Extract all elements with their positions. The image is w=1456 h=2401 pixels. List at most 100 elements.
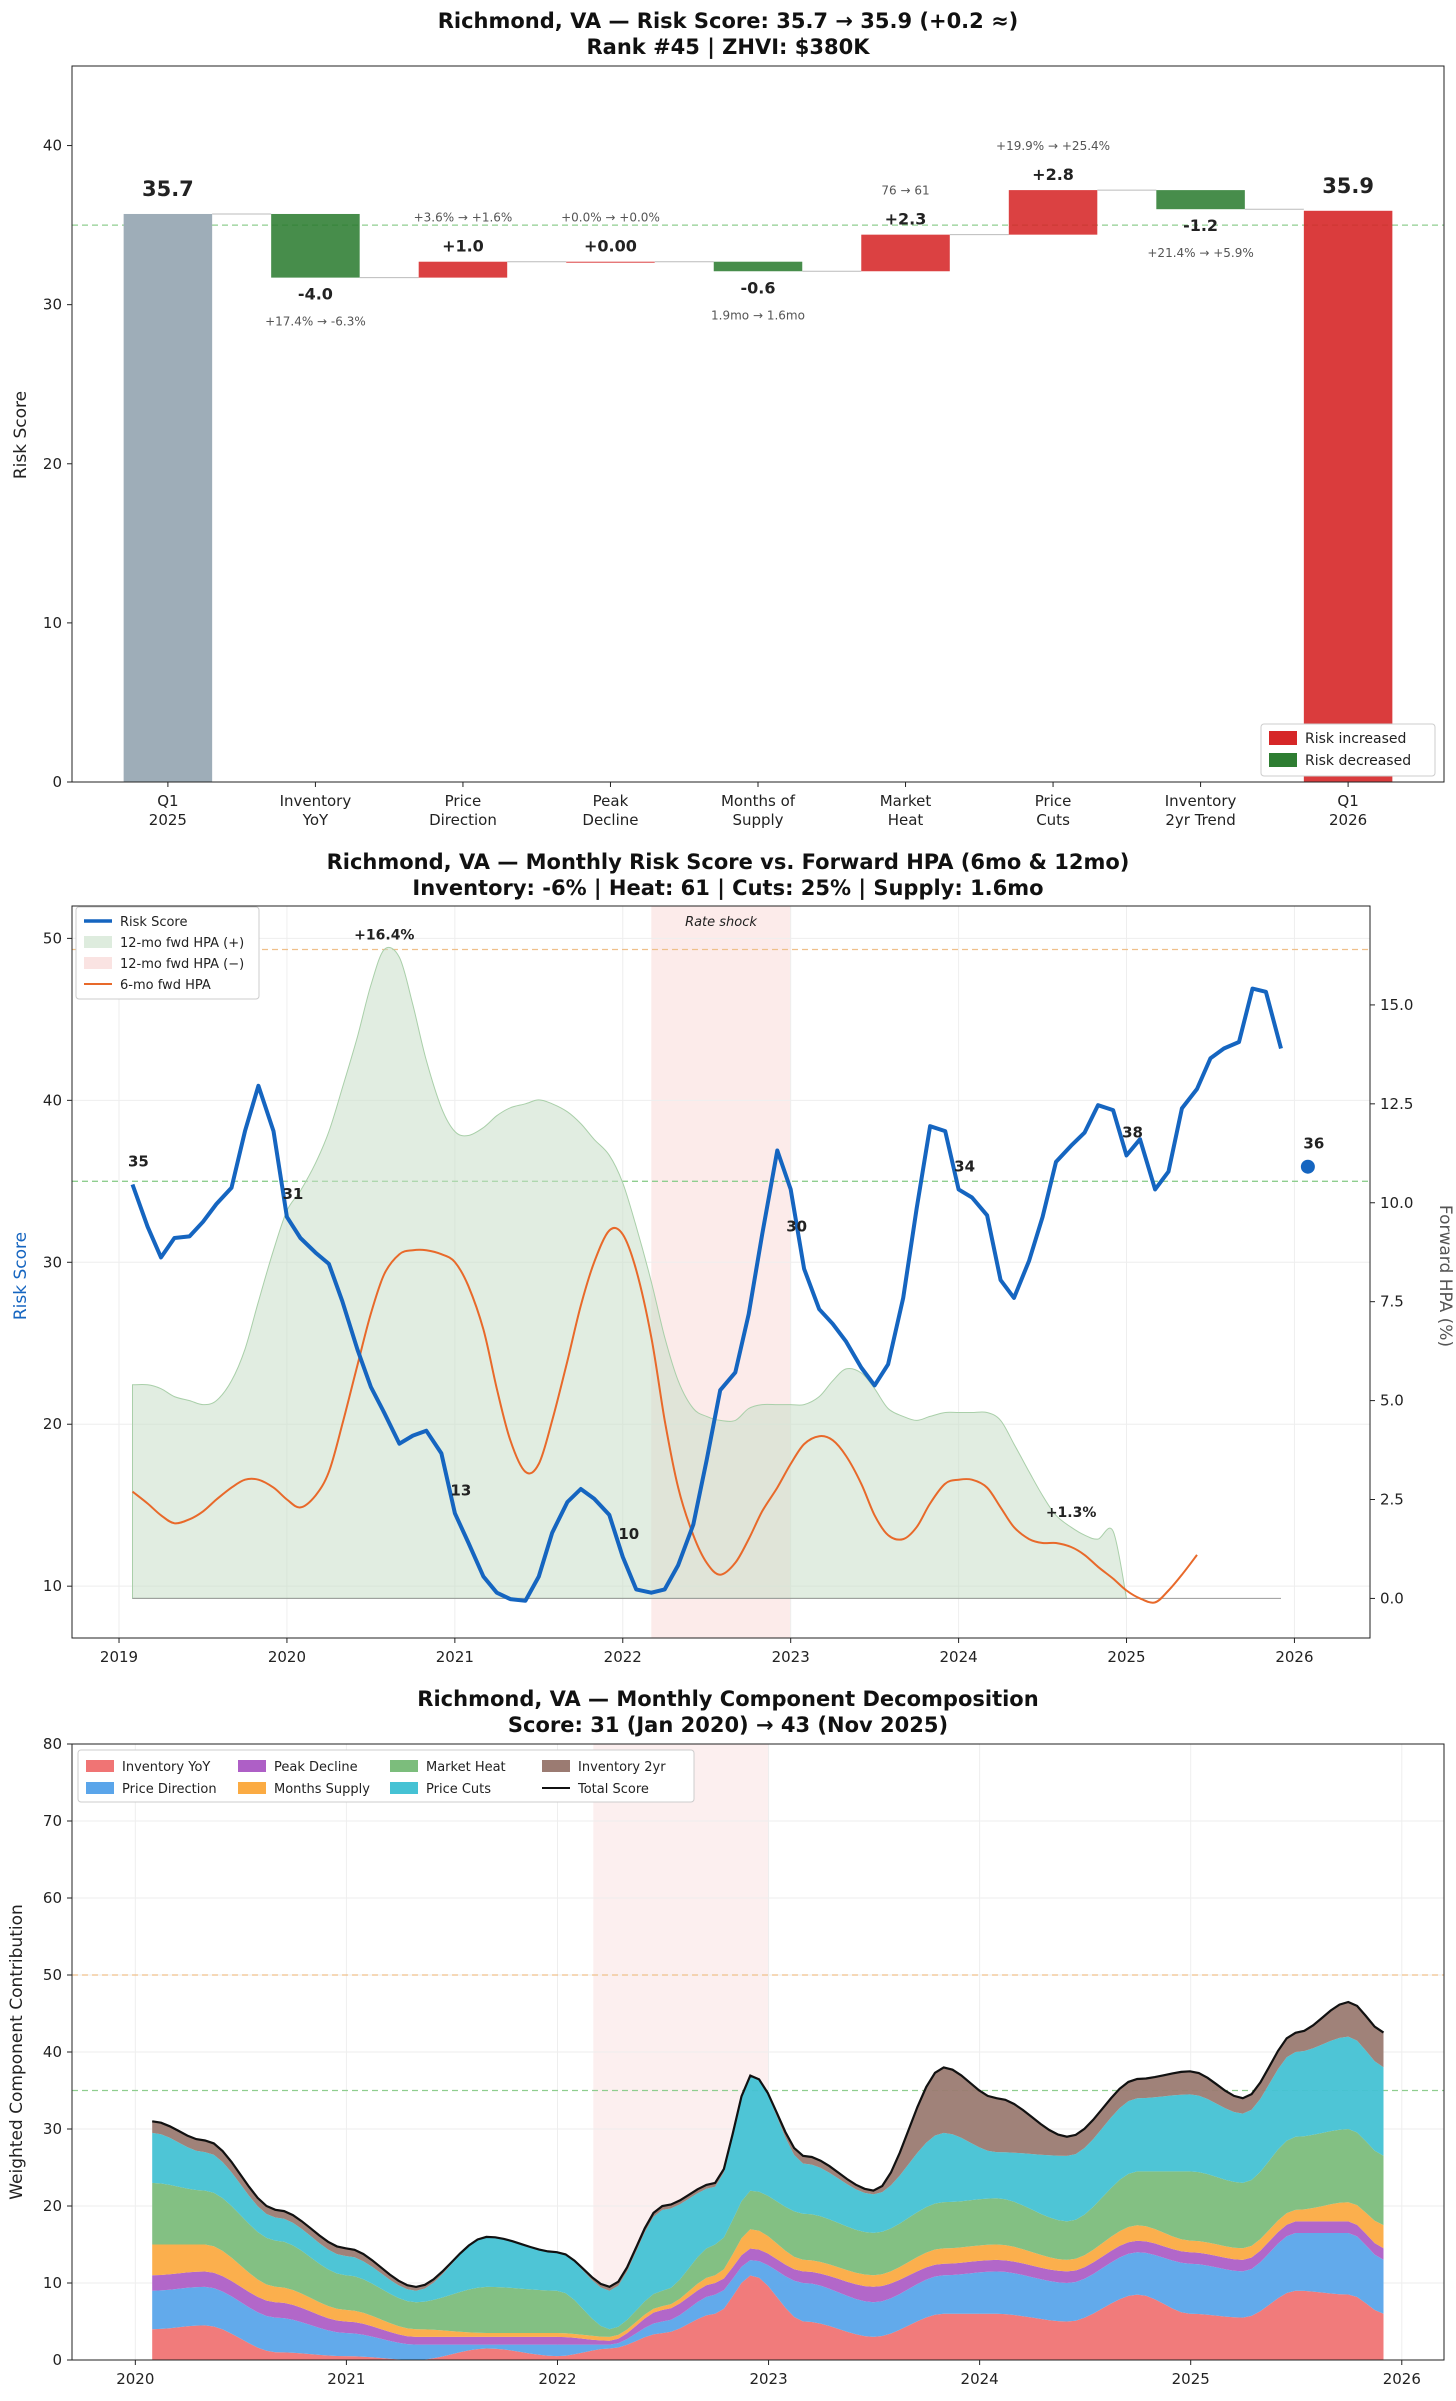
y-tick-label-right: 10.0 [1380,1194,1413,1212]
decomposition-areas [152,2002,1384,2360]
step-bar [418,261,508,278]
area-market-heat [152,2129,1384,2337]
component-decomposition-chart: Richmond, VA — Monthly Component Decompo… [7,1687,1445,2388]
y-tick-label-right: 5.0 [1380,1392,1404,1410]
waterfall-chart: Richmond, VA — Risk Score: 35.7 → 35.9 (… [11,9,1445,829]
x-tick-label: 2025 [1172,2370,1210,2388]
step-note-label: 76 → 61 [881,184,929,198]
step-bar [566,261,655,263]
decomposition-legend: Inventory YoY Price Direction Peak Decline… [77,1749,695,1803]
legend-label-hpa12-pos: 12-mo fwd HPA (+) [120,936,244,951]
risk-value-label: 30 [786,1217,807,1235]
step-note-label: +0.0% → +0.0% [561,211,660,225]
start-bar [123,213,213,782]
decomposition-total-line [152,2000,1385,2289]
legend-swatch [238,1760,266,1772]
risk-hpa-legend-frame [75,906,260,1000]
x-tick-label: 2022 [538,2370,576,2388]
hpa12-positive-area [132,947,1128,1599]
step-value-label: +1.0 [442,237,484,256]
rate-shock-label: Rate shock [685,915,757,930]
hpa12-area [132,947,1282,1599]
step-bar [1008,190,1098,235]
risk-vs-hpa-chart: Richmond, VA — Monthly Risk Score vs. Fo… [11,850,1455,1666]
hpa-value-label: +1.3% [1046,1505,1097,1521]
risk-score-path [130,986,1283,1603]
step-note-label: 1.9mo → 1.6mo [711,308,805,322]
legend-label-hpa12-neg: 12-mo fwd HPA (−) [120,957,244,972]
legend-swatch [238,1782,266,1794]
x-tick-label: 2023 [772,1648,810,1666]
x-tick-label: Peak [593,792,629,810]
plot-frame [71,65,1445,783]
current-risk-point [1300,1159,1315,1174]
legend-label-risk: Risk Score [120,915,188,930]
hpa-value-label: +16.4% [354,928,414,944]
step-value-label: -4.0 [298,285,333,304]
x-tick-label: 2024 [940,1648,978,1666]
legend-label-hpa6: 6-mo fwd HPA [120,978,211,993]
legend-label-increased: Risk increased [1305,731,1406,747]
x-tick-label: Direction [429,811,497,829]
decomposition-subtitle: Score: 31 (Jan 2020) → 43 (Nov 2025) [508,1713,948,1737]
x-tick-label: YoY [302,811,329,829]
step-value-label: +0.00 [584,237,637,256]
decomposition-ylabel: Weighted Component Contribution [7,1904,27,2200]
y-tick-label: 60 [43,1889,62,1907]
x-tick-label: 2023 [749,2370,787,2388]
x-tick-label: 2026 [1383,2370,1421,2388]
y-tick-label: 40 [43,137,62,155]
risk-hpa-ylabel-left: Risk Score [11,1232,31,1320]
risk-value-label: 35 [128,1153,149,1171]
area-price-direction [152,2233,1384,2360]
risk-hpa-subtitle: Inventory: -6% | Heat: 61 | Cuts: 25% | … [412,876,1043,901]
step-bar [1156,190,1245,210]
y-tick-label-left: 50 [43,929,62,947]
x-tick-label: 2026 [1275,1648,1313,1666]
y-tick-label-right: 7.5 [1380,1293,1404,1311]
x-tick-label: Inventory [1165,792,1237,810]
step-value-label: +2.8 [1032,165,1074,184]
y-tick-label-right: 0.0 [1380,1589,1404,1607]
area-inventory-yoy [152,2275,1384,2360]
risk-hpa-legend: Risk Score 12-mo fwd HPA (+) 12-mo fwd H… [75,906,260,1000]
decomposition-title: Richmond, VA — Monthly Component Decompo… [417,1687,1038,1711]
y-tick-label-left: 30 [43,1253,62,1271]
legend-label: Total Score [577,1782,649,1797]
y-tick-label: 30 [43,296,62,314]
risk-hpa-ylabel-right: Forward HPA (%) [1435,1205,1455,1347]
legend-swatch [86,1760,114,1772]
y-tick-label-right: 2.5 [1380,1491,1404,1509]
x-tick-label: Months of [721,792,796,810]
y-tick-label: 20 [43,455,62,473]
legend-swatch [390,1760,418,1772]
legend-label: Market Heat [426,1760,506,1775]
y-tick-label-left: 20 [43,1415,62,1433]
legend-label: Peak Decline [274,1760,358,1775]
risk-value-label: 38 [1122,1123,1143,1141]
x-tick-label: 2025 [149,811,187,829]
x-tick-label: Inventory [280,792,352,810]
x-tick-label: 2022 [604,1648,642,1666]
step-value-label: -0.6 [741,278,776,297]
hpa6-line [131,1226,1198,1604]
step-bar [861,234,950,272]
start-value-label: 35.7 [142,177,194,201]
y-tick-label: 70 [43,1812,62,1830]
risk-hpa-title: Richmond, VA — Monthly Risk Score vs. Fo… [327,850,1130,874]
step-bar [713,261,803,272]
legend-label: Price Direction [122,1782,217,1797]
risk-hpa-axes: 10 20 30 40 50 0.0 2.5 5.0 7.5 10.0 12.5 15.0 2019 20… [43,905,1413,1666]
decomposition-legend-frame [77,1749,695,1803]
legend-label: Price Cuts [426,1782,491,1797]
end-bar [1303,210,1393,782]
waterfall-bars: 35.7 -4.0 +17.4% → -6.3% +1.0 +3.6% → +1.6% +… [123,139,1393,782]
waterfall-ylabel: Risk Score [11,391,31,479]
legend-label-decreased: Risk decreased [1305,753,1411,769]
step-note-label: +3.6% → +1.6% [414,211,513,225]
area-price-cuts [152,2036,1384,2330]
legend-label: Inventory YoY [122,1760,210,1775]
waterfall-subtitle: Rank #45 | ZHVI: $380K [587,35,871,60]
y-tick-label: 0 [52,773,62,791]
waterfall-legend-frame [1260,723,1436,777]
